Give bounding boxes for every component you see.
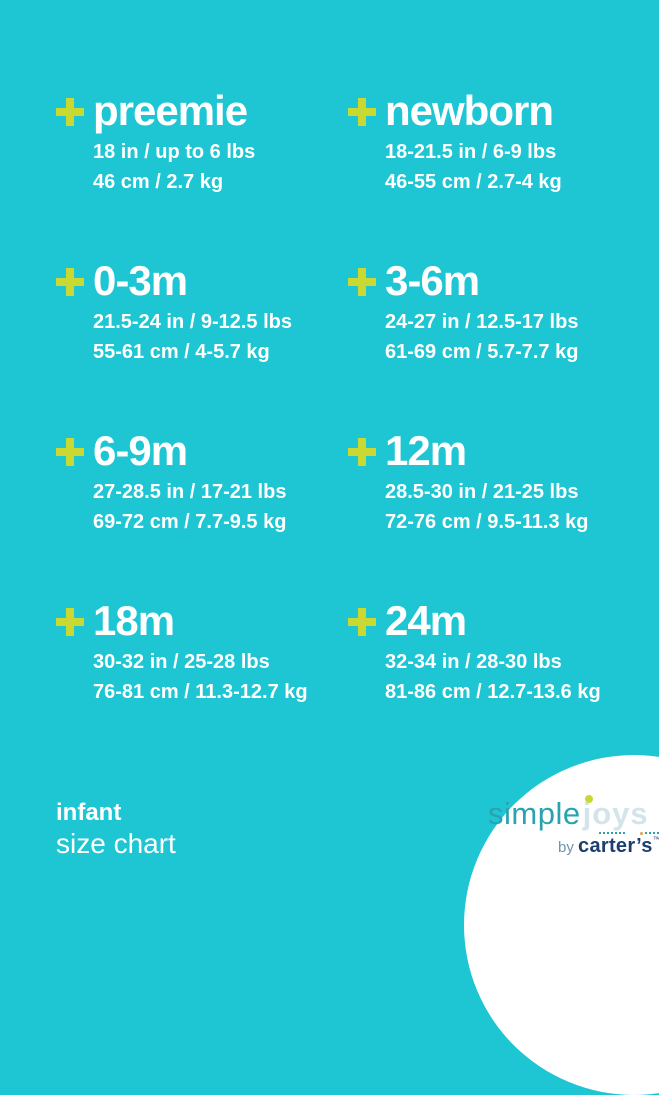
size-imperial: 21.5-24 in / 9-12.5 lbs [93, 311, 292, 333]
size-name: newborn [385, 87, 554, 134]
size-entry-18m: 18m 30-32 in / 25-28 lbs 76-81 cm / 11.3… [56, 598, 348, 768]
brand-logo: simplejoys [488, 795, 659, 837]
byline-prefix: by [558, 839, 579, 856]
plus-icon [56, 268, 84, 296]
dotted-underline-icon [598, 832, 625, 834]
dotted-underline-icon [644, 832, 659, 834]
byline-brand: carter’s [578, 835, 653, 857]
size-metric: 46 cm / 2.7 kg [93, 171, 224, 193]
size-entry-text: 3-6m 24-27 in / 12.5-17 lbs 61-69 cm / 5… [385, 258, 578, 367]
size-imperial: 24-27 in / 12.5-17 lbs [385, 311, 579, 333]
size-name: 18m [93, 597, 175, 644]
plus-icon [348, 438, 376, 466]
size-metric: 76-81 cm / 11.3-12.7 kg [93, 681, 308, 703]
size-entry-12m: 12m 28.5-30 in / 21-25 lbs 72-76 cm / 9.… [348, 428, 640, 598]
size-entry-0-3m: 0-3m 21.5-24 in / 9-12.5 lbs 55-61 cm / … [56, 258, 348, 428]
size-entry-text: 18m 30-32 in / 25-28 lbs 76-81 cm / 11.3… [93, 598, 308, 707]
size-metric: 81-86 cm / 12.7-13.6 kg [385, 681, 601, 703]
size-entry-text: 24m 32-34 in / 28-30 lbs 81-86 cm / 12.7… [385, 598, 601, 707]
size-imperial: 27-28.5 in / 17-21 lbs [93, 481, 287, 503]
brand-logo-circle: simplejoys by carter’s™ [464, 755, 659, 1095]
brand-word-simple: simple [488, 796, 581, 831]
size-imperial: 32-34 in / 28-30 lbs [385, 651, 562, 673]
size-metric: 69-72 cm / 7.7-9.5 kg [93, 511, 287, 533]
chart-category: infant [56, 799, 122, 826]
plus-icon [348, 608, 376, 636]
size-entry-text: newborn 18-21.5 in / 6-9 lbs 46-55 cm / … [385, 88, 562, 197]
size-name: 3-6m [385, 257, 480, 304]
size-metric: 55-61 cm / 4-5.7 kg [93, 341, 270, 363]
size-metric: 72-76 cm / 9.5-11.3 kg [385, 511, 589, 533]
brand-byline: by carter’s™ [558, 835, 659, 858]
size-metric: 61-69 cm / 5.7-7.7 kg [385, 341, 579, 363]
plus-icon [56, 438, 84, 466]
size-imperial: 18 in / up to 6 lbs [93, 141, 256, 163]
size-imperial: 18-21.5 in / 6-9 lbs [385, 141, 557, 163]
plus-icon [56, 608, 84, 636]
chart-title: infant size chart [56, 798, 176, 860]
size-entry-newborn: newborn 18-21.5 in / 6-9 lbs 46-55 cm / … [348, 88, 640, 258]
size-entry-text: 0-3m 21.5-24 in / 9-12.5 lbs 55-61 cm / … [93, 258, 292, 367]
size-imperial: 28.5-30 in / 21-25 lbs [385, 481, 579, 503]
plus-icon [348, 268, 376, 296]
size-entry-3-6m: 3-6m 24-27 in / 12.5-17 lbs 61-69 cm / 5… [348, 258, 640, 428]
trademark-symbol: ™ [652, 835, 659, 844]
size-name: 6-9m [93, 427, 188, 474]
size-entry-text: preemie 18 in / up to 6 lbs 46 cm / 2.7 … [93, 88, 255, 197]
brand-word-joys-text: joys [582, 796, 649, 831]
lime-j-dot-icon [584, 795, 593, 803]
size-metric: 46-55 cm / 2.7-4 kg [385, 171, 562, 193]
size-grid: preemie 18 in / up to 6 lbs 46 cm / 2.7 … [56, 88, 640, 768]
brand-word-joys: joys [582, 795, 659, 835]
size-entry-24m: 24m 32-34 in / 28-30 lbs 81-86 cm / 12.7… [348, 598, 640, 768]
orange-dot-icon [639, 832, 643, 835]
size-name: preemie [93, 87, 248, 134]
size-name: 0-3m [93, 257, 188, 304]
plus-icon [348, 98, 376, 126]
chart-subtitle: size chart [56, 828, 176, 859]
size-entry-text: 6-9m 27-28.5 in / 17-21 lbs 69-72 cm / 7… [93, 428, 286, 537]
size-entry-6-9m: 6-9m 27-28.5 in / 17-21 lbs 69-72 cm / 7… [56, 428, 348, 598]
plus-icon [56, 98, 84, 126]
size-entry-preemie: preemie 18 in / up to 6 lbs 46 cm / 2.7 … [56, 88, 348, 258]
size-entry-text: 12m 28.5-30 in / 21-25 lbs 72-76 cm / 9.… [385, 428, 588, 537]
size-imperial: 30-32 in / 25-28 lbs [93, 651, 270, 673]
size-name: 24m [385, 597, 467, 644]
size-name: 12m [385, 427, 467, 474]
